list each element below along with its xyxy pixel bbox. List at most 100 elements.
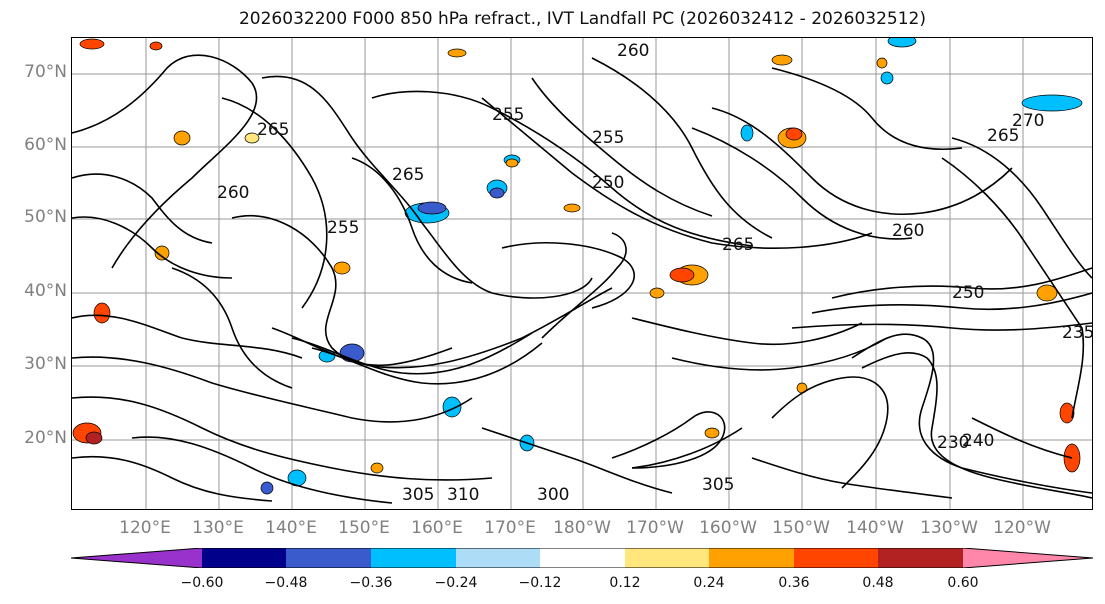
colorbar-outline [71,548,1094,568]
contour-label: 305 [402,485,434,505]
contour-line [221,97,328,309]
anomaly-shade [442,396,462,418]
colorbar-tick-label: −0.60 [180,575,224,591]
contour-line [611,411,726,469]
contour-label: 250 [952,283,984,303]
contour-line [501,242,635,309]
contour-line [231,215,453,367]
lon-label-170w: 170°W [626,518,684,538]
contour-line [591,57,773,239]
contour-label: 255 [592,128,624,148]
colorbar-cell [456,548,540,568]
anomaly-shade [154,245,170,261]
contour-line [481,427,673,494]
lon-label-160e: 160°E [411,518,463,538]
contour-label: 310 [447,485,479,505]
contour-line [72,356,473,423]
colorbar-cell [625,548,709,568]
lon-label-160w: 160°W [699,518,757,538]
map-panel: 260 265 255 255 265 250 265 255 260 270 265 260 250 3… [71,37,1093,510]
colorbar-tick-label: −0.24 [434,575,478,591]
anomaly-shade [489,187,505,199]
lon-label-130w: 130°W [920,518,978,538]
anomaly-shade [887,38,917,48]
contour-label: 265 [987,126,1019,146]
contour-line [971,417,1073,459]
contour-line [261,75,593,299]
lon-label-120e: 120°E [119,518,171,538]
colorbar-cell [963,548,1093,568]
contour-label: 235 [1062,323,1092,343]
lon-label-170e: 170°E [484,518,536,538]
anomaly-shade [447,48,467,58]
anomaly-shade [880,71,894,85]
anomaly-shade [1021,94,1083,112]
contour-line [631,317,863,346]
colorbar-cell [202,548,286,568]
contour-label: 265 [257,120,289,140]
contour-line [291,332,533,375]
colorbar-tick-label: 0.48 [862,575,894,591]
anomaly-shade [85,431,103,445]
colorbar-tick-label: 0.12 [609,575,641,591]
colorbar-tick-label: 0.36 [778,575,810,591]
contour-line [791,322,1092,331]
anomaly-shade [785,127,803,141]
colorbar-cell [540,548,625,568]
lon-label-150w: 150°W [772,518,830,538]
contour-label: 255 [327,218,359,238]
colorbar-cell [878,548,963,568]
lon-label-140e: 140°E [265,518,317,538]
colorbar-tick-label: −0.48 [264,575,308,591]
contour-line [851,333,1092,494]
anomaly-shade [876,57,888,69]
anomaly-shade [1059,402,1075,424]
contour-line [831,267,1092,299]
contour-label: 265 [722,235,754,255]
lon-label-120w: 120°W [993,518,1051,538]
contour-line [711,107,1013,216]
colorbar [71,548,1094,568]
lat-label-40n: 40°N [24,281,67,301]
anomaly-shade [93,302,111,324]
anomaly-shade [740,124,754,142]
lat-label-70n: 70°N [24,62,67,82]
contour-line [72,455,273,502]
contour-line [541,232,627,339]
lon-label-180w: 180°W [553,518,611,538]
anomaly-shade [649,287,665,299]
contour-label: 240 [962,431,994,451]
colorbar-cell [286,548,371,568]
contour-line [351,157,473,284]
contour-label: 300 [537,485,569,505]
contour-line [631,427,743,469]
contour-line [72,216,233,279]
anomaly-shade [704,427,720,439]
colorbar-tick-label: −0.36 [349,575,393,591]
anomaly-shade [563,203,581,213]
anomaly-shade [771,54,793,66]
anomaly-shade [505,158,519,168]
anomaly-shade [244,132,260,144]
contour-line [531,77,713,217]
refractivity-contours [72,54,1092,504]
contour-label: 260 [217,183,249,203]
anomaly-shade [417,201,447,215]
colorbar-cell [71,548,202,568]
contour-label: 250 [592,173,624,193]
contour-line [371,90,753,247]
contour-line [72,173,213,244]
colorbar-cell [794,548,878,568]
lon-label-130e: 130°E [192,518,244,538]
contour-line [72,54,258,269]
contour-line [941,157,1085,419]
contour-line [131,436,393,504]
contour-line [481,97,873,249]
anomaly-shade [173,130,191,146]
contour-label: 230 [937,433,969,453]
contour-label: 260 [892,221,924,241]
anomaly-shade [260,481,274,495]
colorbar-cell [709,548,794,568]
